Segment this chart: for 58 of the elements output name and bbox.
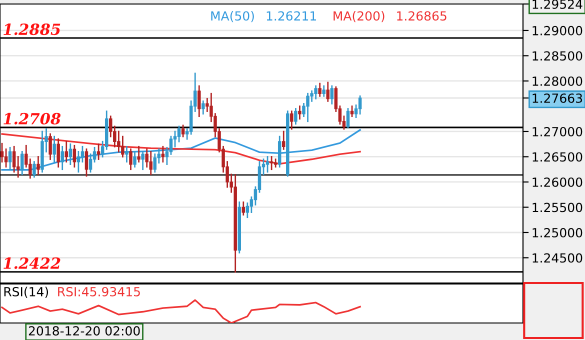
candlestick xyxy=(48,133,52,160)
y-tick-label: 1.25000 xyxy=(532,228,582,238)
y-tick-label: 1.26500 xyxy=(532,152,582,162)
candlestick xyxy=(52,136,56,162)
text: MA(50) xyxy=(211,10,254,22)
candlestick xyxy=(181,124,185,138)
candlestick xyxy=(8,146,12,170)
candlestick xyxy=(149,150,152,176)
text: MA(200) xyxy=(334,10,384,22)
y-tick-label: 1.29000 xyxy=(532,26,582,36)
candlestick xyxy=(202,100,205,114)
y-tick-label: 1.28000 xyxy=(532,76,582,86)
candlestick xyxy=(358,95,362,114)
chart-title: RSI(14) xyxy=(4,286,48,298)
candlestick xyxy=(294,108,298,125)
candlestick xyxy=(278,136,282,168)
candlestick xyxy=(346,108,350,128)
candlestick xyxy=(12,146,16,173)
annotation: 1.26211 xyxy=(266,11,316,21)
candlestick xyxy=(306,92,310,122)
line-series xyxy=(1,133,361,165)
candlestick xyxy=(125,146,128,162)
candlestick xyxy=(330,85,334,104)
y-tick-label: 1.24500 xyxy=(532,253,582,263)
candlestick xyxy=(133,150,136,168)
candlestick xyxy=(88,154,92,173)
candlestick xyxy=(137,146,140,162)
y-tick-label: 1.28500 xyxy=(532,51,582,61)
candlestick xyxy=(129,148,132,170)
candlestick xyxy=(72,144,76,168)
annotation: 1.26865 xyxy=(397,11,446,21)
y-tick-label: 1.27663 xyxy=(532,93,582,103)
candlestick xyxy=(282,130,286,150)
candlestick xyxy=(60,146,64,170)
candlestick xyxy=(36,156,40,176)
candlestick xyxy=(32,161,36,178)
candlestick xyxy=(141,150,144,170)
candlestick xyxy=(290,110,294,130)
text: RSI:45.93415 xyxy=(58,286,140,296)
candlestick xyxy=(20,150,24,176)
candlestick xyxy=(68,143,72,166)
y-tick-label: 1.27000 xyxy=(532,126,582,136)
ref-line-label: 1.2422 xyxy=(4,257,60,269)
y-tick-label: 1.25500 xyxy=(532,202,582,212)
y-tick-label: 1.26000 xyxy=(532,177,582,187)
candlestick xyxy=(169,136,173,155)
candlestick xyxy=(56,138,60,168)
candlestick xyxy=(314,85,318,100)
ref-line-label: 1.2708 xyxy=(4,112,61,124)
candlestick xyxy=(177,126,181,142)
text: 2018-12-20 02:00 xyxy=(28,326,140,336)
candlestick xyxy=(198,85,201,118)
candlestick xyxy=(318,82,322,97)
ref-line-label: 1.2885 xyxy=(4,24,60,36)
candlestick xyxy=(326,82,330,102)
candlestick xyxy=(298,106,302,120)
candlestick xyxy=(84,148,88,177)
candlestick xyxy=(322,85,326,97)
